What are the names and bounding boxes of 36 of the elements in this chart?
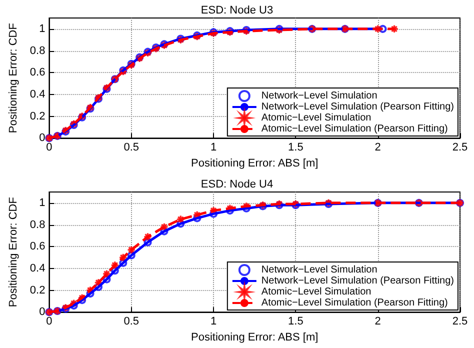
y-tick-label: 0.6 <box>30 240 46 253</box>
x-tick-label: 2 <box>374 142 381 154</box>
x-tick-label: 0.5 <box>124 142 139 154</box>
legend-label: Network−Level Simulation <box>261 264 378 276</box>
x-tick-label: 2.5 <box>452 142 468 154</box>
x-tick-label: 1.5 <box>288 316 304 328</box>
y-tick-label: 0 <box>39 306 46 318</box>
y-tick-label: 0.2 <box>30 284 46 296</box>
legend-label: Network−Level Simulation <box>261 90 378 102</box>
chart-title: ESD: Node U4 <box>200 178 274 190</box>
y-tick-label: 0.8 <box>30 218 46 231</box>
x-tick-label: 2.5 <box>452 316 468 328</box>
chart-title: ESD: Node U3 <box>200 4 274 16</box>
y-tick-label: 0.6 <box>30 66 46 79</box>
x-tick-label: 0.5 <box>124 316 139 328</box>
y-tick-label: 0.8 <box>30 44 46 57</box>
legend-label: Atomic−Level Simulation <box>261 112 372 124</box>
y-axis-title: Positioning Error: CDF <box>8 22 20 134</box>
x-tick-label: 2 <box>374 316 381 328</box>
y-tick-label: 1 <box>39 22 46 35</box>
x-tick-label: 1 <box>210 142 217 154</box>
y-tick-label: 0 <box>39 132 46 144</box>
y-tick-label: 0.4 <box>30 262 46 274</box>
x-tick-label: 1 <box>210 316 217 328</box>
legend-label: Atomic−Level Simulation (Pearson Fitting) <box>261 124 448 134</box>
y-axis-title: Positioning Error: CDF <box>8 196 20 308</box>
legend-label: Atomic−Level Simulation <box>261 286 372 298</box>
legend-label: Network−Level Simulation (Pearson Fitting) <box>261 276 454 286</box>
y-tick-label: 0.4 <box>30 88 46 100</box>
y-tick-label: 1 <box>39 196 46 209</box>
legend-label: Network−Level Simulation (Pearson Fitting) <box>261 102 454 112</box>
x-axis-title: Positioning Error: ABS [m] <box>191 332 318 344</box>
x-tick-label: 1.5 <box>288 142 304 154</box>
x-axis-title: Positioning Error: ABS [m] <box>191 158 318 170</box>
y-tick-label: 0.2 <box>30 110 46 122</box>
legend-label: Atomic−Level Simulation (Pearson Fitting) <box>261 298 448 308</box>
